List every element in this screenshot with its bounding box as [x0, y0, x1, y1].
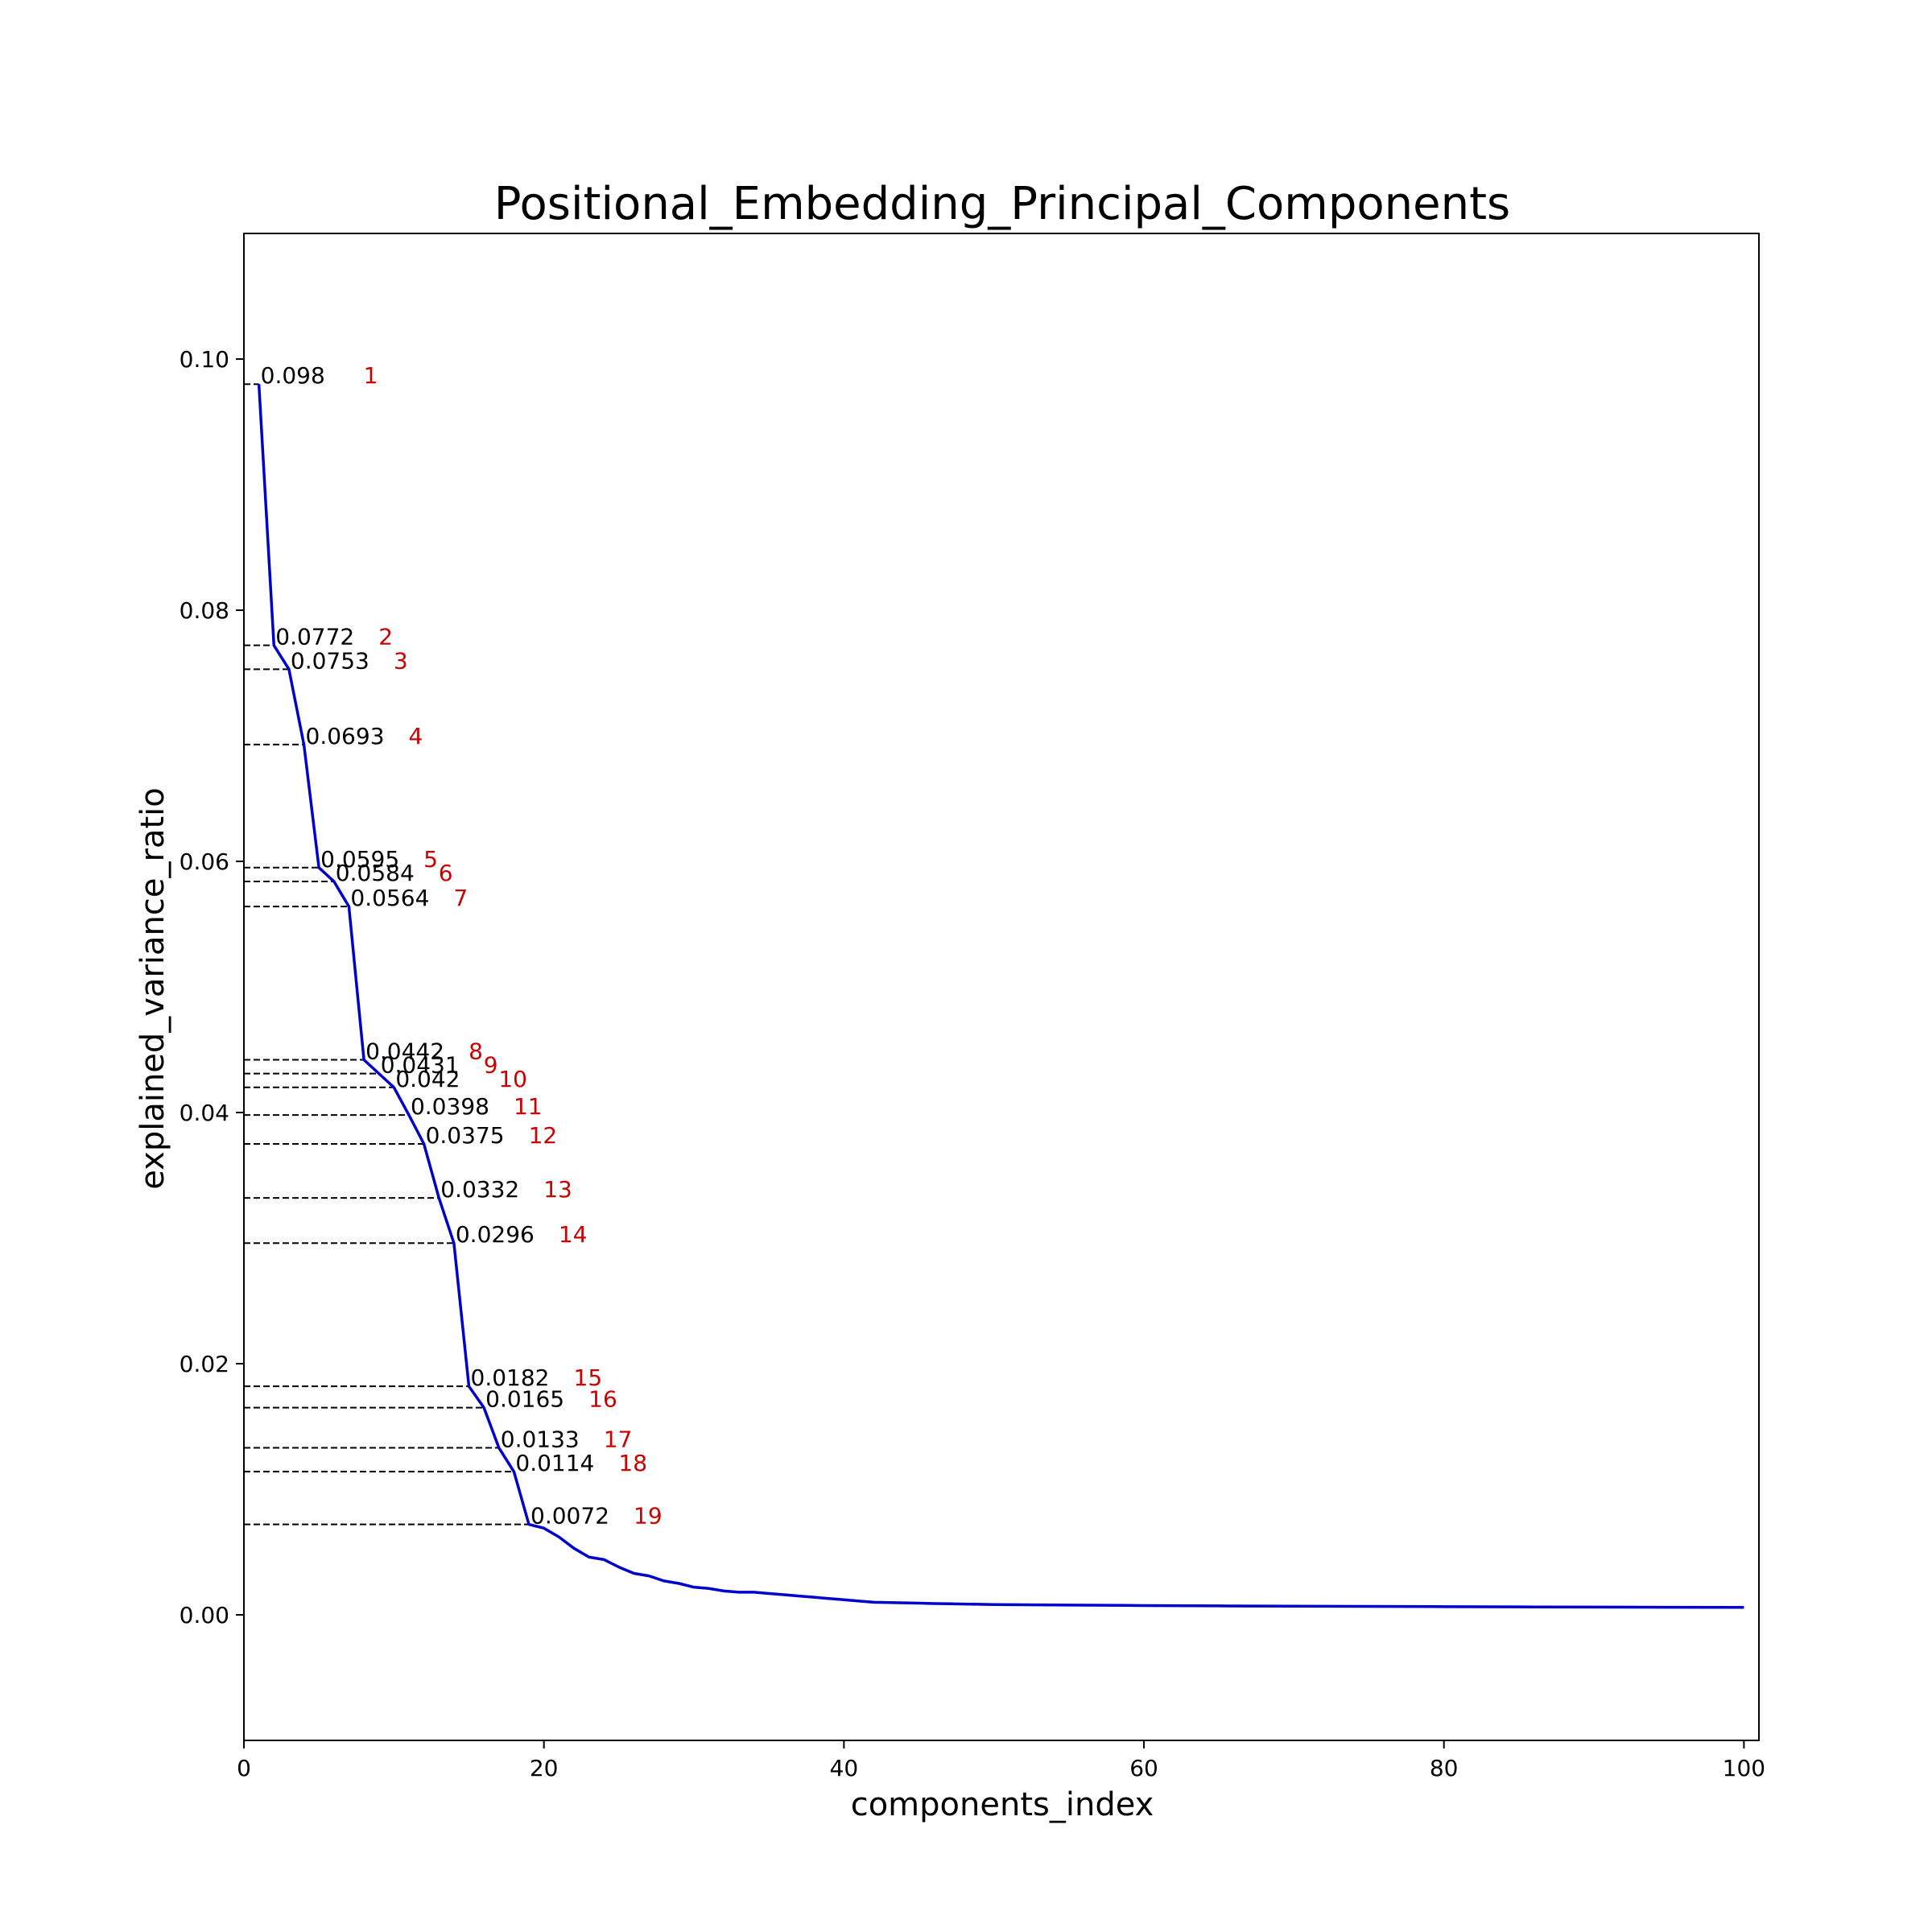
- value-label: 0.0182: [471, 1364, 550, 1391]
- index-label: 15: [574, 1364, 603, 1391]
- index-label: 8: [469, 1038, 483, 1064]
- index-label: 12: [529, 1122, 558, 1149]
- index-label: 6: [439, 860, 453, 886]
- value-label: 0.0133: [501, 1426, 580, 1453]
- value-label: 0.0072: [530, 1503, 609, 1530]
- value-label: 0.0772: [275, 624, 354, 650]
- value-label: 0.0442: [365, 1038, 444, 1064]
- chart-title: Positional_Embedding_Principal_Component…: [494, 178, 1510, 230]
- index-label: 5: [423, 846, 438, 873]
- index-label: 1: [364, 362, 378, 389]
- y-tick-label: 0.08: [180, 597, 229, 624]
- value-label: 0.0693: [306, 723, 385, 749]
- plot-frame: [243, 233, 1760, 1741]
- y-tick-label: 0.10: [180, 346, 229, 373]
- annotation-layer: 0.098 1 0.0772 2 0.0753 3 0.0693 4 0.0595 5 0.0584…: [261, 362, 663, 1529]
- value-label: 0.098: [261, 362, 325, 389]
- y-axis-label: explained_variance_ratio: [134, 787, 171, 1190]
- value-label: 0.0564: [350, 885, 429, 911]
- index-label: 17: [604, 1426, 633, 1453]
- x-tick-label: 100: [1723, 1755, 1765, 1781]
- value-label: 0.0114: [515, 1450, 594, 1476]
- y-tick-label: 0.04: [180, 1100, 229, 1126]
- series-line-1: [257, 384, 1744, 1609]
- value-label: 0.0431: [381, 1052, 460, 1079]
- y-tick-label: 0.06: [180, 848, 229, 875]
- index-label: 16: [588, 1386, 617, 1413]
- x-axis-label: components_index: [851, 1786, 1154, 1823]
- x-tick-label: 80: [1430, 1755, 1459, 1781]
- index-label: 18: [618, 1450, 647, 1476]
- index-label: 7: [453, 885, 468, 911]
- value-label: 0.0165: [485, 1386, 564, 1413]
- index-label: 4: [409, 723, 423, 749]
- y-tick-label: 0.02: [180, 1351, 229, 1377]
- x-axis: 0 20 40 60 80 100: [237, 1740, 1765, 1781]
- value-label: 0.0398: [411, 1093, 489, 1120]
- x-tick-label: 20: [530, 1755, 559, 1781]
- y-tick-label: 0.00: [180, 1602, 229, 1629]
- x-tick-label: 0: [237, 1755, 251, 1781]
- index-label: 10: [498, 1066, 527, 1092]
- index-label: 14: [559, 1221, 588, 1248]
- index-label: 9: [484, 1052, 498, 1079]
- index-label: 2: [378, 624, 393, 650]
- value-label: 0.0584: [336, 860, 415, 886]
- value-label: 0.0296: [456, 1221, 535, 1248]
- value-label: 0.0375: [426, 1122, 505, 1149]
- x-tick-label: 40: [830, 1755, 859, 1781]
- x-tick-label: 60: [1129, 1755, 1158, 1781]
- value-label: 0.0595: [320, 846, 399, 873]
- series-layer: [257, 384, 1744, 1609]
- value-label: 0.042: [395, 1066, 460, 1092]
- index-label: 19: [634, 1503, 663, 1530]
- index-label: 11: [514, 1093, 543, 1120]
- y-axis: 0.00 0.02 0.04 0.06 0.08 0.10: [180, 346, 244, 1629]
- guide-lines: [244, 383, 530, 1525]
- index-label: 13: [543, 1176, 572, 1203]
- value-label: 0.0332: [440, 1176, 519, 1203]
- index-label: 3: [394, 647, 408, 674]
- value-label: 0.0753: [291, 647, 369, 674]
